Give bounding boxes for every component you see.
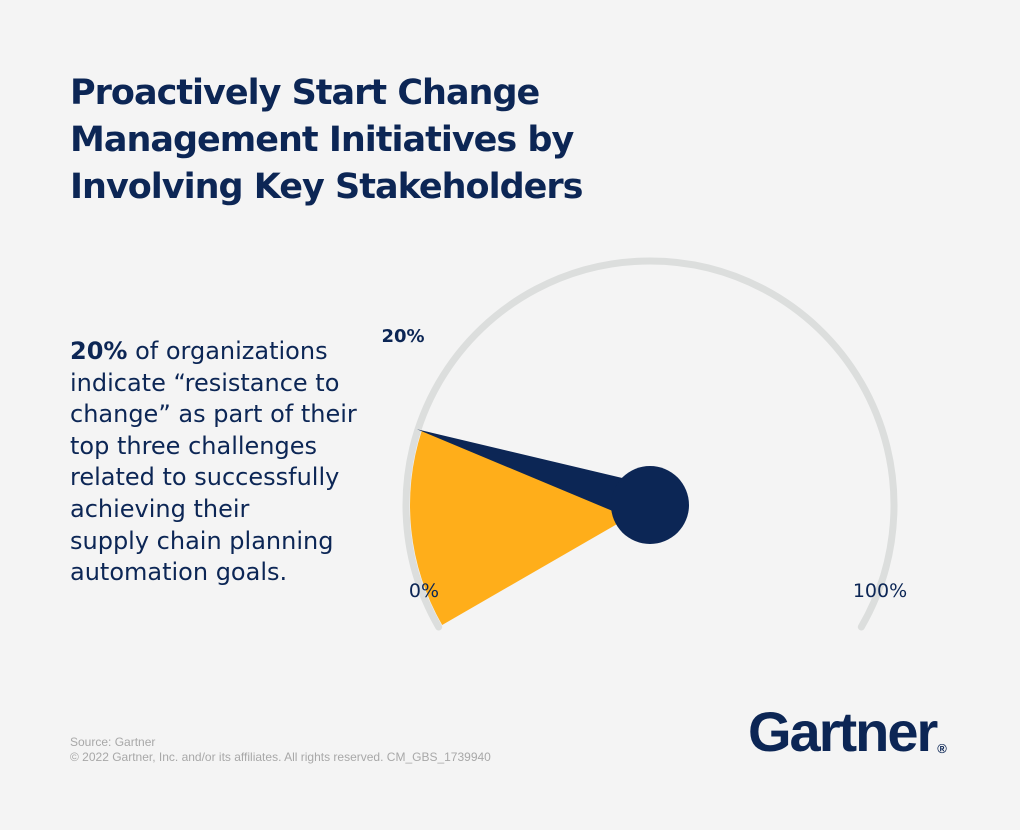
statement-highlight: 20% <box>70 337 128 365</box>
gauge-hub <box>611 466 689 544</box>
gauge-needle <box>416 429 657 525</box>
title-line-1: Proactively Start Change <box>70 73 540 113</box>
statistic-statement: 20% of organizations indicate “resistanc… <box>70 336 400 589</box>
statement-line-4: top three challenges <box>70 431 318 460</box>
statement-line-7: supply chain planning <box>70 526 334 555</box>
gauge-min-label: 0% <box>409 580 439 602</box>
statement-line-1-rest: of organizations <box>127 337 328 365</box>
title-line-3: Involving Key Stakeholders <box>70 167 583 207</box>
statement-line-5: related to successfully <box>70 463 340 492</box>
statement-line-3: change” as part of their <box>70 400 357 429</box>
registered-mark: ® <box>937 741 947 756</box>
statement-line-6: achieving their <box>70 494 250 523</box>
gauge-track <box>402 257 898 631</box>
gauge-value-label: 20% <box>381 326 424 347</box>
statement-line-2: indicate “resistance to <box>70 368 340 397</box>
gauge-max-label: 100% <box>853 580 907 602</box>
statement-line-8: automation goals. <box>70 558 288 587</box>
title-line-2: Management Initiatives by <box>70 120 574 160</box>
source-line: Source: Gartner <box>70 735 156 749</box>
page-title: Proactively Start Change Management Init… <box>70 70 670 211</box>
gauge-fill-sector <box>410 430 650 625</box>
copyright-line: © 2022 Gartner, Inc. and/or its affiliat… <box>70 750 491 764</box>
source-note: Source: Gartner © 2022 Gartner, Inc. and… <box>70 735 491 765</box>
statement-line-1: 20% of organizations <box>70 336 400 368</box>
logo-wordmark: Gartner <box>748 700 938 763</box>
gartner-logo: Gartner® <box>748 704 947 760</box>
